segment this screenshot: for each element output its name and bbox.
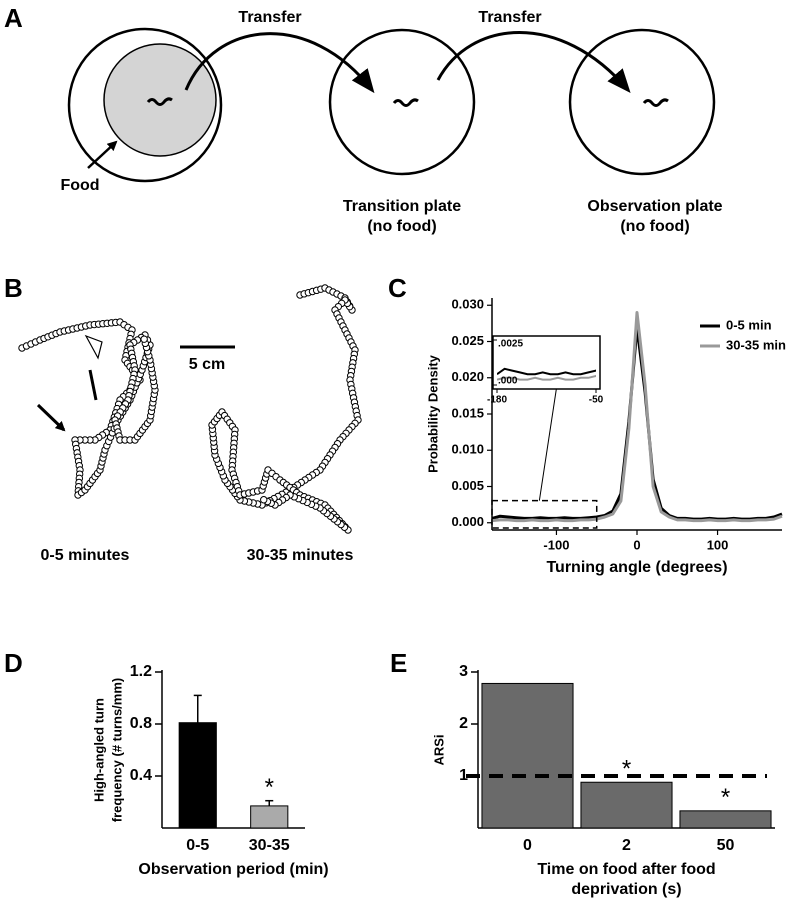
reversal-arrow	[36, 403, 66, 432]
plate-diagram	[67, 27, 716, 183]
worm	[642, 98, 669, 107]
inset-y-tick-label: .0025	[498, 339, 523, 350]
food-arrow	[87, 140, 118, 169]
y-tick-label: 0.8	[130, 715, 152, 732]
worm	[392, 98, 419, 107]
panel-label: C	[388, 273, 407, 303]
inset-x-tick-label: -180	[487, 395, 507, 406]
track-caption: 0-5 minutes	[41, 547, 130, 564]
plate-label: Observation plate	[587, 198, 722, 215]
y-axis-label: ARSi	[431, 734, 446, 765]
x-axis-label: Observation period (min)	[138, 861, 328, 878]
series-line	[491, 311, 783, 523]
y-tick-label: 0.030	[451, 297, 484, 312]
y-axis-label: High-angled turn	[91, 698, 106, 802]
panel-label: B	[4, 273, 23, 303]
zoom-connector	[538, 387, 557, 501]
bar	[580, 781, 673, 829]
significance-mark: *	[721, 784, 730, 811]
food-plate	[67, 27, 223, 183]
y-tick-label: 0.010	[451, 442, 484, 457]
x-tick-label: 0-5	[186, 837, 209, 854]
x-tick-label: 0	[633, 537, 640, 552]
y-tick-label: 0.005	[451, 478, 484, 493]
y-tick-label: 0.020	[451, 369, 484, 384]
x-tick-label: 0	[523, 837, 532, 854]
y-tick-label: 2	[459, 715, 468, 732]
track-caption: 30-35 minutes	[247, 547, 354, 564]
x-tick-label: 100	[707, 537, 729, 552]
panel-label: E	[390, 648, 407, 678]
plate-label: (no food)	[367, 218, 436, 235]
transfer-arrow	[184, 32, 375, 94]
x-axis-label: Turning angle (degrees)	[546, 559, 727, 576]
bar	[481, 682, 574, 829]
transition-plate	[328, 28, 476, 176]
food-lawn	[103, 43, 217, 157]
x-axis-label: deprivation (s)	[571, 881, 681, 898]
worm-tracks	[18, 284, 362, 534]
inset-y-tick-label: .000	[498, 376, 518, 387]
inset-series-line	[497, 374, 596, 381]
y-axis-label: frequency (# turns/mm)	[109, 678, 124, 822]
food-label: Food	[60, 177, 99, 194]
x-axis-label: Time on food after food	[537, 861, 715, 878]
significance-mark: *	[622, 756, 631, 783]
y-axis-label: Probability Density	[425, 354, 440, 473]
x-tick-label: 2	[622, 837, 631, 854]
plate-label: Transition plate	[343, 198, 461, 215]
panel-label: A	[4, 3, 23, 33]
y-tick-label: 0.015	[451, 405, 484, 420]
track-point	[140, 335, 148, 343]
bar	[250, 805, 289, 829]
track-point	[260, 496, 268, 504]
y-tick-label: 1.2	[130, 663, 152, 680]
x-tick-label: -100	[543, 537, 569, 552]
y-tick-label: 1	[459, 767, 468, 784]
bar	[178, 722, 217, 829]
omega-arrow	[88, 369, 98, 401]
y-tick-label: 3	[459, 663, 468, 680]
y-tick-label: 0.000	[451, 514, 484, 529]
panel-label: D	[4, 648, 23, 678]
x-tick-label: 30-35	[249, 837, 290, 854]
plate-label: (no food)	[620, 218, 689, 235]
omega-arrowhead	[84, 334, 103, 360]
legend-label: 0-5 min	[726, 317, 772, 332]
y-tick-label: 0.025	[451, 333, 484, 348]
significance-mark: *	[265, 774, 274, 801]
transfer-label: Transfer	[478, 9, 541, 26]
transfer-label: Transfer	[238, 9, 301, 26]
x-tick-label: 50	[717, 837, 735, 854]
inset-x-tick-label: -50	[589, 395, 604, 406]
bar	[679, 810, 772, 829]
transfer-arrow	[436, 31, 631, 94]
zoom-region	[491, 499, 598, 529]
observation-plate	[568, 28, 716, 176]
worm	[146, 97, 173, 106]
scale-label: 5 cm	[189, 356, 225, 373]
legend-label: 30-35 min	[726, 337, 786, 352]
y-tick-label: 0.4	[130, 767, 152, 784]
inset-series-line	[497, 367, 596, 376]
